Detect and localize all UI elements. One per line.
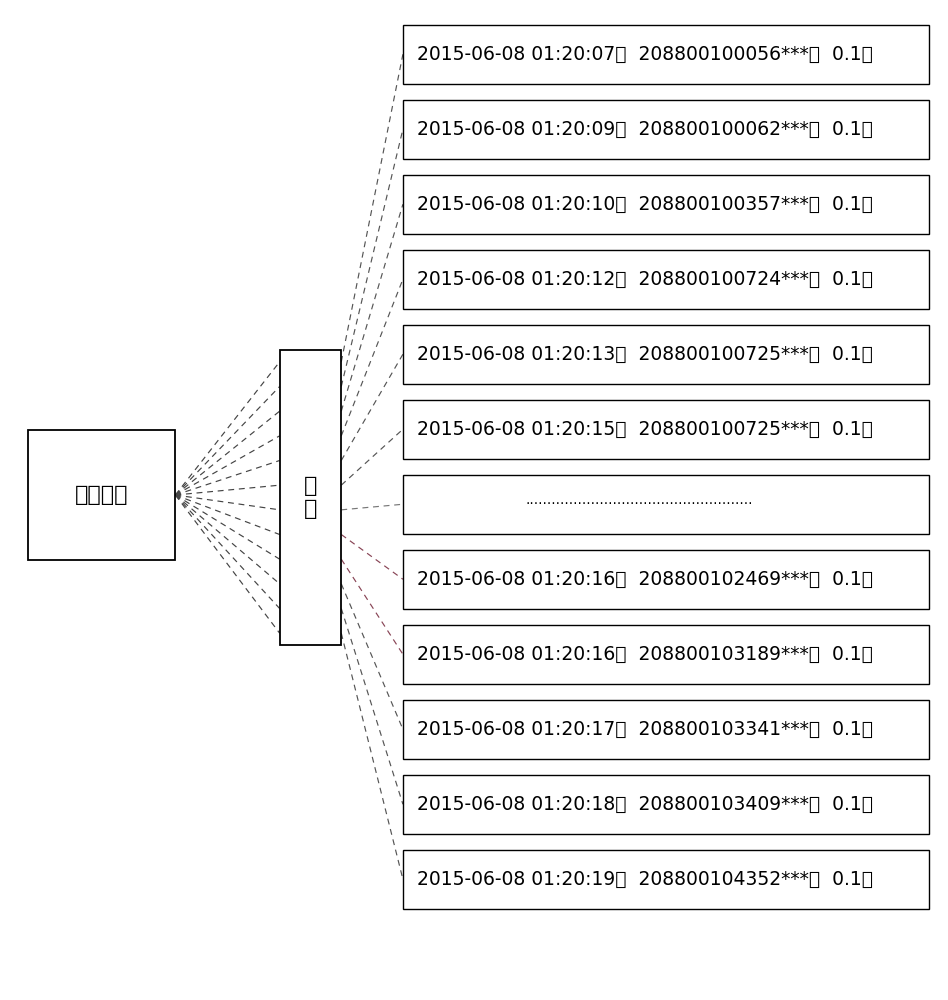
Text: 2015-06-08 01:20:18，  208800103409***，  0.1元: 2015-06-08 01:20:18， 208800103409***， 0.…	[417, 795, 873, 814]
FancyBboxPatch shape	[403, 400, 929, 458]
FancyBboxPatch shape	[403, 850, 929, 908]
Text: 2015-06-08 01:20:09，  208800100062***，  0.1元: 2015-06-08 01:20:09， 208800100062***， 0.…	[417, 120, 873, 139]
FancyBboxPatch shape	[403, 325, 929, 383]
Text: 2015-06-08 01:20:19，  208800104352***，  0.1元: 2015-06-08 01:20:19， 208800104352***， 0.…	[417, 870, 873, 889]
Text: 2015-06-08 01:20:10，  208800100357***，  0.1元: 2015-06-08 01:20:10， 208800100357***， 0.…	[417, 195, 873, 214]
Text: 2015-06-08 01:20:15，  208800100725***，  0.1元: 2015-06-08 01:20:15， 208800100725***， 0.…	[417, 420, 873, 439]
FancyBboxPatch shape	[403, 775, 929, 834]
FancyBboxPatch shape	[403, 475, 929, 534]
FancyBboxPatch shape	[403, 25, 929, 84]
Text: 转
账: 转 账	[303, 476, 318, 519]
FancyBboxPatch shape	[403, 550, 929, 608]
FancyBboxPatch shape	[403, 625, 929, 684]
FancyBboxPatch shape	[280, 350, 341, 645]
Text: 2015-06-08 01:20:13，  208800100725***，  0.1元: 2015-06-08 01:20:13， 208800100725***， 0.…	[417, 345, 873, 364]
FancyBboxPatch shape	[28, 430, 175, 560]
Text: 2015-06-08 01:20:16，  208800102469***，  0.1元: 2015-06-08 01:20:16， 208800102469***， 0.…	[417, 570, 873, 589]
FancyBboxPatch shape	[403, 175, 929, 233]
Text: 2015-06-08 01:20:16，  208800103189***，  0.1元: 2015-06-08 01:20:16， 208800103189***， 0.…	[417, 645, 873, 664]
Text: 付款账户: 付款账户	[75, 485, 129, 505]
FancyBboxPatch shape	[403, 700, 929, 758]
FancyBboxPatch shape	[403, 100, 929, 158]
Text: 2015-06-08 01:20:07，  208800100056***，  0.1元: 2015-06-08 01:20:07， 208800100056***， 0.…	[417, 45, 873, 64]
FancyBboxPatch shape	[403, 250, 929, 308]
Text: ····················································: ········································…	[526, 497, 754, 511]
Text: 2015-06-08 01:20:12，  208800100724***，  0.1元: 2015-06-08 01:20:12， 208800100724***， 0.…	[417, 270, 873, 289]
Text: 2015-06-08 01:20:17，  208800103341***，  0.1元: 2015-06-08 01:20:17， 208800103341***， 0.…	[417, 720, 873, 739]
